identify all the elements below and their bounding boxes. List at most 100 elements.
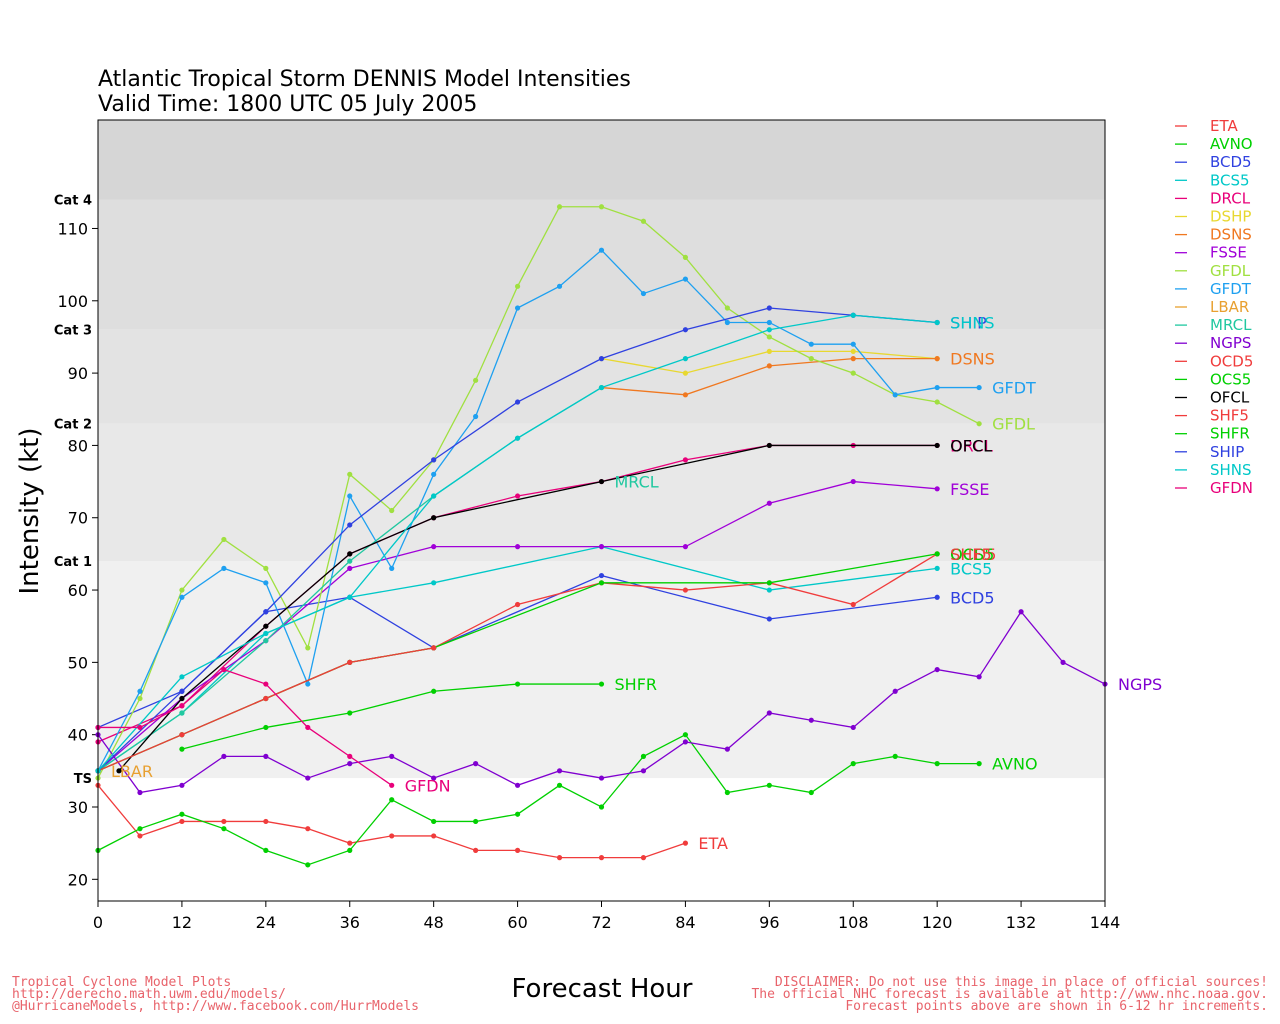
legend-item-mrcl: MRCL bbox=[1175, 316, 1252, 334]
series-line bbox=[97, 249, 980, 772]
data-point bbox=[640, 218, 647, 224]
y-tick-label: 110 bbox=[57, 219, 88, 238]
end-label-ship: SHIP bbox=[950, 313, 987, 332]
data-point bbox=[766, 500, 772, 506]
legend-item-eta: ETA bbox=[1175, 117, 1238, 135]
data-point bbox=[682, 587, 689, 593]
data-point bbox=[514, 305, 521, 311]
data-point bbox=[389, 507, 395, 514]
category-label: Cat 3 bbox=[54, 324, 92, 339]
data-point bbox=[808, 789, 814, 796]
y-tick-label: 60 bbox=[68, 581, 88, 600]
data-point bbox=[850, 761, 856, 767]
end-label-gfdt: GFDT bbox=[992, 379, 1036, 398]
category-label: Cat 2 bbox=[54, 418, 92, 433]
data-point bbox=[431, 544, 437, 550]
data-point bbox=[934, 594, 940, 600]
legend-label: LBAR bbox=[1210, 298, 1249, 316]
y-tick-label: 80 bbox=[68, 436, 88, 455]
footer-line: Forecast points above are shown in 6-12 … bbox=[845, 999, 1268, 1014]
data-point bbox=[724, 789, 730, 796]
data-point bbox=[766, 442, 772, 449]
data-point bbox=[137, 724, 143, 731]
data-point bbox=[221, 753, 227, 759]
data-point bbox=[263, 695, 269, 702]
data-point bbox=[514, 681, 521, 687]
data-point bbox=[347, 840, 353, 846]
legend-item-shf5: SHF5 bbox=[1175, 407, 1249, 425]
data-point bbox=[598, 356, 605, 362]
data-point bbox=[347, 710, 353, 716]
data-point bbox=[934, 486, 940, 492]
data-point bbox=[137, 695, 143, 702]
x-tick-label: 96 bbox=[759, 913, 779, 932]
category-label: TS bbox=[74, 772, 92, 787]
data-point bbox=[682, 370, 689, 376]
data-point bbox=[808, 717, 814, 723]
series-line bbox=[181, 683, 602, 750]
data-point bbox=[305, 826, 311, 832]
legend-label: GFDT bbox=[1210, 280, 1252, 298]
data-point bbox=[598, 478, 605, 485]
data-point bbox=[179, 703, 185, 709]
chart-title: Atlantic Tropical Storm DENNIS Model Int… bbox=[98, 67, 631, 92]
data-point bbox=[431, 515, 437, 521]
category-label: Cat 1 bbox=[54, 555, 92, 570]
data-point bbox=[682, 254, 689, 260]
data-point bbox=[431, 457, 437, 463]
data-point bbox=[431, 471, 437, 477]
data-point bbox=[850, 348, 856, 355]
end-label-shfr: SHFR bbox=[615, 675, 658, 694]
footer-line: http://derecho.math.uwm.edu/models/ bbox=[12, 987, 286, 1002]
legend-item-ofcl: OFCL bbox=[1175, 389, 1250, 407]
end-label-bcs5: BCS5 bbox=[950, 559, 992, 578]
legend-item-drcl: DRCL bbox=[1175, 189, 1251, 207]
data-point bbox=[305, 645, 311, 651]
end-label-dsns: DSNS bbox=[950, 350, 995, 369]
data-point bbox=[221, 565, 227, 571]
legend-label: OCD5 bbox=[1210, 352, 1253, 370]
x-tick-label: 60 bbox=[507, 913, 527, 932]
data-point bbox=[473, 413, 479, 420]
data-point bbox=[850, 478, 856, 485]
data-point bbox=[389, 797, 395, 803]
data-point bbox=[766, 710, 772, 716]
legend-item-ngps: NGPS bbox=[1175, 334, 1251, 352]
data-point bbox=[431, 775, 437, 781]
data-point bbox=[514, 435, 521, 441]
series-line bbox=[118, 444, 938, 772]
data-point bbox=[766, 305, 772, 311]
data-point bbox=[179, 818, 185, 825]
data-point bbox=[766, 363, 772, 369]
data-point bbox=[514, 811, 521, 817]
end-label-ocd5: OCD5 bbox=[950, 545, 996, 564]
data-point bbox=[389, 833, 395, 839]
data-point bbox=[347, 493, 353, 499]
end-label-bcd5: BCD5 bbox=[950, 588, 994, 607]
data-point bbox=[514, 493, 521, 499]
data-point bbox=[766, 587, 772, 593]
data-point bbox=[598, 775, 605, 781]
data-point bbox=[766, 782, 772, 788]
data-point bbox=[179, 587, 185, 593]
end-label-eta: ETA bbox=[698, 834, 728, 853]
data-point bbox=[473, 818, 479, 825]
data-point bbox=[766, 580, 772, 586]
data-point bbox=[179, 674, 185, 680]
data-point bbox=[934, 319, 940, 326]
band-cat-4 bbox=[98, 120, 1105, 200]
data-point bbox=[347, 847, 353, 853]
legend-label: FSSE bbox=[1210, 244, 1247, 262]
y-tick-label: 20 bbox=[68, 870, 88, 889]
category-labels: TS Cat 1 Cat 2 Cat 3 Cat 4 bbox=[54, 194, 92, 788]
end-label-ocs5: OCS5 bbox=[950, 545, 994, 564]
series-eta bbox=[95, 782, 689, 861]
data-point bbox=[598, 804, 605, 810]
data-point bbox=[116, 768, 122, 774]
data-point bbox=[431, 645, 437, 651]
data-point bbox=[850, 356, 856, 362]
data-point bbox=[221, 536, 227, 543]
x-tick-label: 72 bbox=[591, 913, 611, 932]
x-tick-label: 0 bbox=[93, 913, 103, 932]
end-label-lbar: LBAR bbox=[111, 762, 153, 781]
